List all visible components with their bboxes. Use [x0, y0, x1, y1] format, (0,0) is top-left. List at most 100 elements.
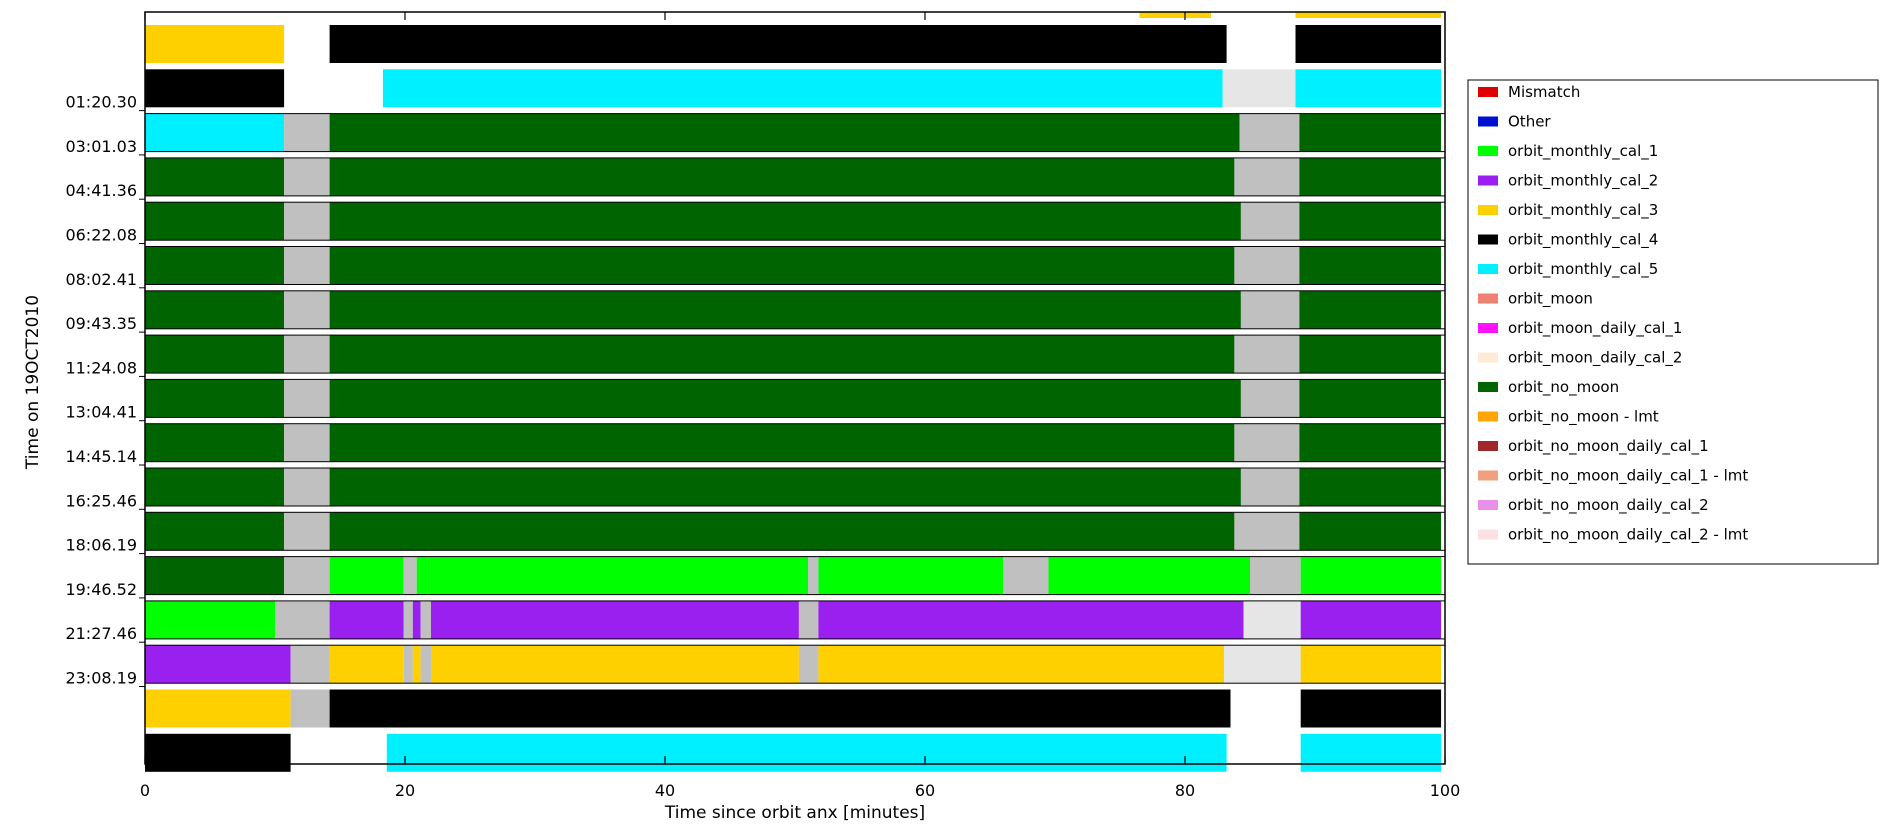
timeline-segment [1222, 69, 1296, 108]
y-tick-label: 16:25.46 [65, 491, 137, 510]
y-tick-label: 23:08.19 [65, 669, 137, 688]
timeline-row [144, 113, 1446, 153]
timeline-segment [145, 113, 285, 152]
timeline-segment [329, 335, 1235, 374]
timeline-segment [145, 468, 285, 506]
timeline-segment [290, 689, 330, 728]
timeline-row [145, 733, 1442, 772]
x-tick-label: 20 [395, 781, 415, 800]
legend-label: orbit_moon [1508, 290, 1593, 309]
timeline-segment [145, 69, 285, 108]
legend-swatch [1478, 234, 1498, 245]
timeline-segment [798, 645, 819, 684]
y-tick-label: 11:24.08 [65, 358, 137, 377]
timeline-segment [1300, 733, 1442, 772]
timeline-segment [1234, 246, 1300, 285]
x-tick-label: 60 [915, 781, 935, 800]
y-tick-label: 03:01.03 [65, 137, 137, 156]
timeline-segment [284, 113, 330, 152]
timeline-row [144, 600, 1446, 640]
legend-swatch [1478, 382, 1498, 392]
timeline-segment [1234, 512, 1300, 551]
timeline-segment [1048, 556, 1250, 595]
y-tick-label: 06:22.08 [65, 226, 137, 245]
timeline-segment [818, 645, 1224, 684]
timeline-segment [145, 556, 285, 595]
timeline-segment [382, 69, 1223, 108]
legend-swatch [1478, 175, 1498, 186]
timeline-segment [329, 689, 1231, 728]
timeline-segment [818, 556, 1003, 595]
y-tick-label: 21:27.46 [65, 624, 137, 643]
y-tick-label: 04:41.36 [65, 181, 137, 200]
timeline-segment [1239, 113, 1300, 152]
timeline-segment [1299, 113, 1442, 152]
y-tick-label: 14:45.14 [65, 447, 137, 466]
legend-label: orbit_no_moon_daily_cal_1 [1508, 437, 1709, 456]
timeline-segment [329, 246, 1235, 285]
timeline-segment [403, 556, 417, 595]
timeline-row [144, 290, 1446, 330]
x-axis-label: Time since orbit anx [minutes] [664, 803, 925, 823]
legend-label: orbit_no_moon_daily_cal_2 [1508, 496, 1709, 515]
partial-segment [1139, 12, 1211, 18]
timeline-segment [1240, 202, 1300, 241]
legend-swatch [1478, 264, 1498, 274]
legend-label: orbit_moon_daily_cal_1 [1508, 319, 1682, 338]
timeline-segment [412, 645, 421, 684]
y-axis-label: Time on 19OCT2010 [23, 295, 43, 470]
x-tick-label: 0 [140, 781, 150, 800]
timeline-segment [1240, 379, 1300, 418]
y-tick-label: 01:20.30 [65, 93, 137, 112]
timeline-segment [427, 556, 808, 595]
legend-label: orbit_no_moon - lmt [1508, 408, 1659, 427]
timeline-segment [329, 600, 404, 639]
timeline-segment [1224, 645, 1301, 684]
timeline-segment [1300, 645, 1442, 684]
legend-label: orbit_monthly_cal_1 [1508, 142, 1658, 161]
legend-swatch [1478, 441, 1498, 451]
timeline-segment [1250, 556, 1301, 595]
timeline-row [144, 644, 1446, 684]
timeline-segment [145, 202, 285, 241]
timeline-segment [1299, 423, 1442, 462]
timeline-segment [420, 645, 431, 684]
timeline-segment [1243, 600, 1301, 639]
timeline-segment [1234, 423, 1300, 462]
timeline-segment [1295, 69, 1442, 108]
timeline-segment [145, 600, 275, 639]
timeline-segment [284, 290, 330, 329]
timeline-segment [431, 600, 799, 639]
timeline-segment [145, 25, 285, 63]
timeline-segment [329, 512, 1235, 551]
legend-label: orbit_monthly_cal_2 [1508, 172, 1658, 191]
timeline-segment [145, 512, 285, 551]
timeline-segment [1299, 202, 1442, 241]
timeline-segment [284, 335, 330, 374]
timeline-segment [1299, 512, 1442, 551]
legend-swatch [1478, 500, 1498, 510]
partial-segment [1295, 12, 1442, 18]
timeline-segment [808, 556, 819, 595]
timeline-row [145, 25, 1442, 63]
legend-swatch [1478, 529, 1498, 540]
legend-frame [1467, 79, 1879, 565]
timeline-segment [1299, 468, 1442, 506]
y-tick-label: 08:02.41 [65, 270, 137, 289]
legend-label: orbit_no_moon [1508, 378, 1619, 397]
x-tick-label: 80 [1175, 781, 1195, 800]
timeline-segment [145, 246, 285, 285]
timeline-segment [329, 202, 1241, 241]
timeline-segment [403, 600, 413, 639]
timeline-segment [431, 645, 799, 684]
legend-swatch [1478, 87, 1498, 97]
timeline-segment [145, 423, 285, 462]
timeline-segment [284, 246, 330, 285]
y-tick-label: 09:43.35 [65, 314, 137, 333]
timeline-segment [412, 600, 421, 639]
timeline-row [144, 556, 1446, 596]
timeline-segment [1299, 290, 1442, 329]
timeline-segment [1299, 157, 1442, 196]
timeline-segment [329, 157, 1235, 196]
